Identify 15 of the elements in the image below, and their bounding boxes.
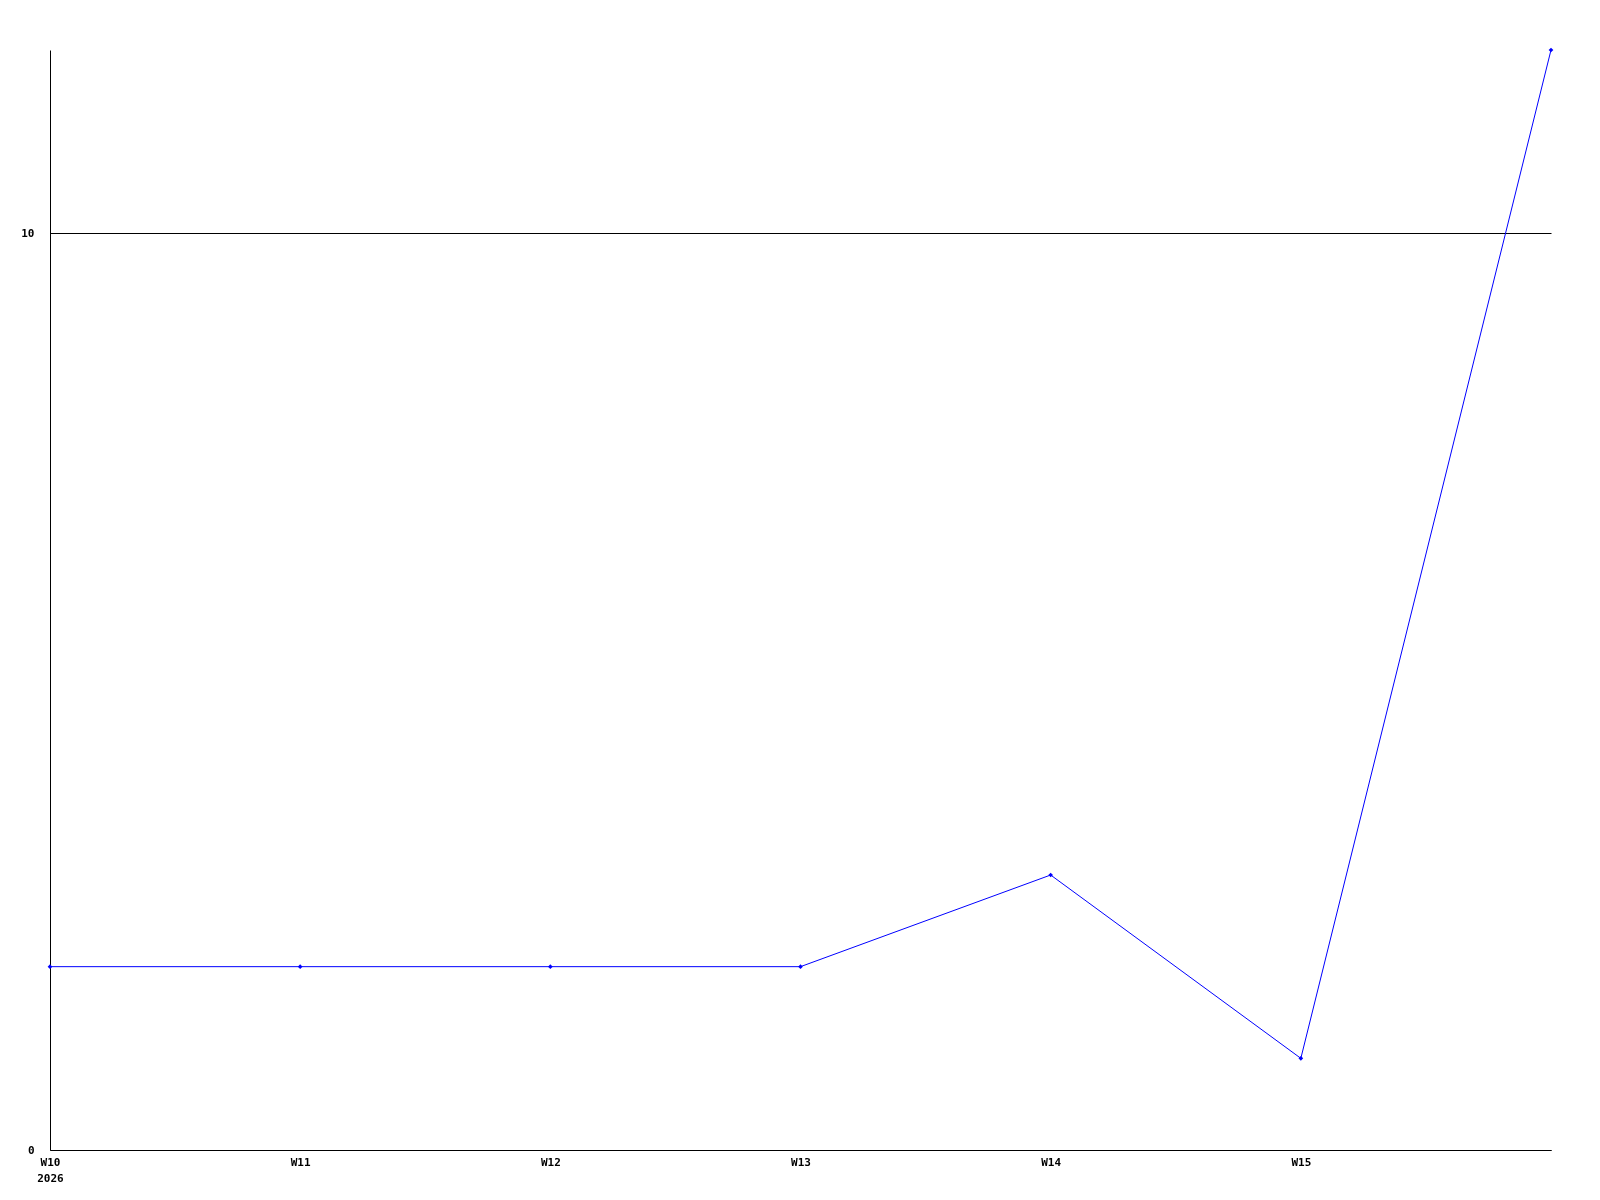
point — [297, 964, 303, 970]
point — [47, 964, 53, 970]
point — [1548, 47, 1554, 53]
y-tick-label: 0 — [27, 1143, 35, 1157]
x-tick-label: W15 — [1291, 1155, 1312, 1169]
x-tick-label: W11 — [290, 1155, 311, 1169]
x-tick-label: W12 — [540, 1155, 561, 1169]
point — [547, 964, 553, 970]
x-tick-label: W13 — [791, 1155, 811, 1169]
point — [798, 964, 803, 970]
x-tick-label: W10 2026 — [37, 1155, 65, 1185]
point — [1298, 1055, 1304, 1061]
y-tick-label: 10 — [21, 226, 35, 240]
x-tick-label: W14 — [1041, 1155, 1062, 1169]
point — [1048, 872, 1054, 878]
